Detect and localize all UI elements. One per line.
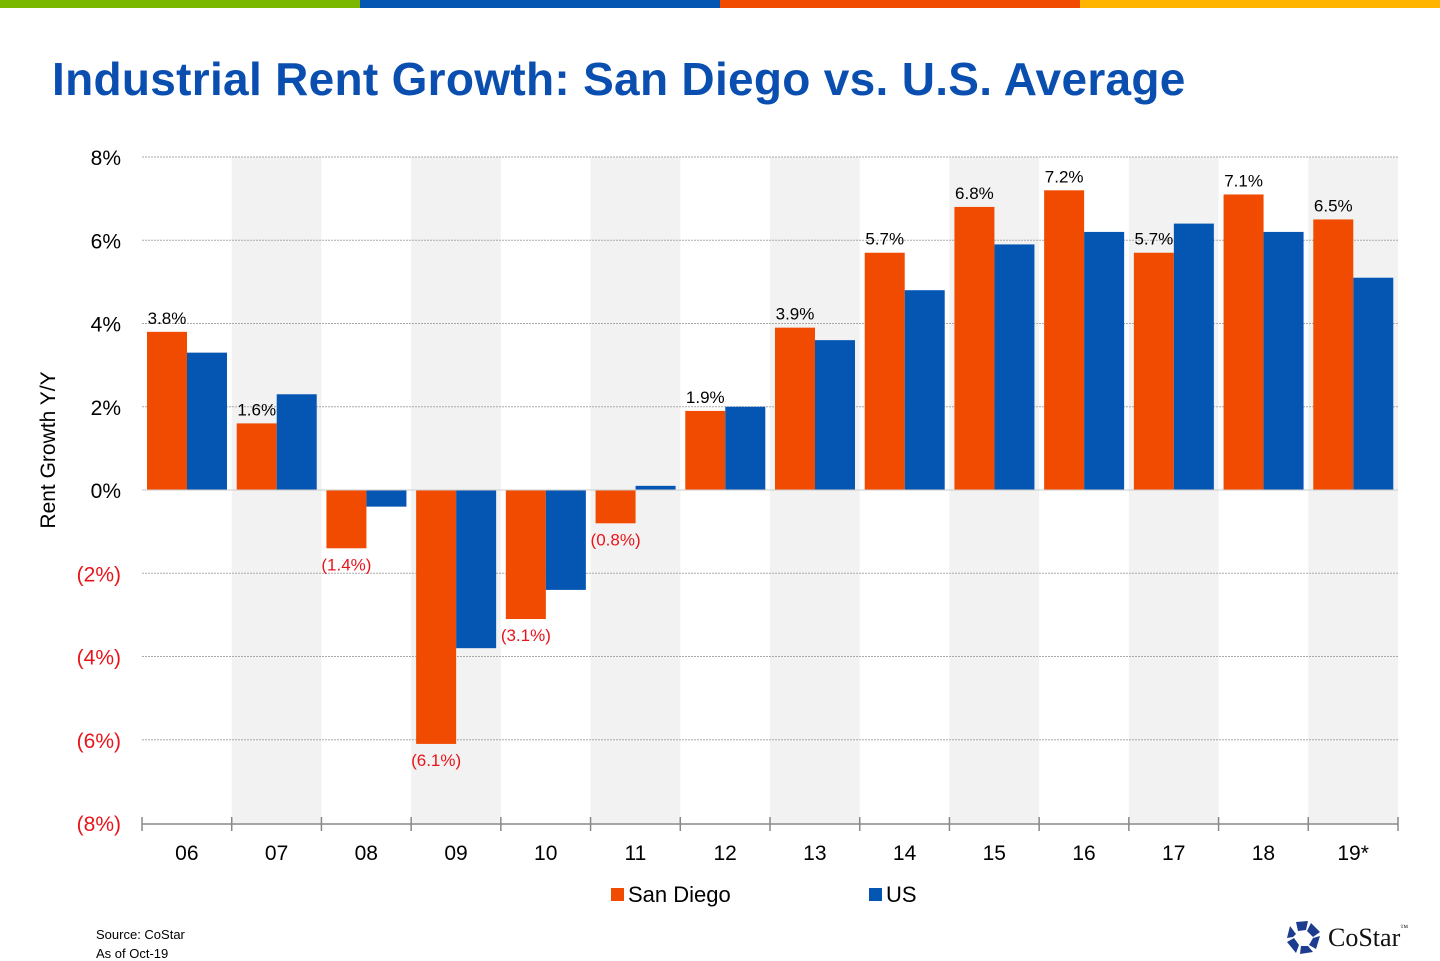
bar-us <box>904 290 945 490</box>
bar-us <box>1353 277 1394 490</box>
bar-us <box>994 244 1035 490</box>
data-label: 5.7% <box>1134 230 1173 249</box>
bar-san-diego <box>775 327 815 490</box>
x-tick-label: 13 <box>803 842 826 865</box>
x-tick-label: 12 <box>713 842 736 865</box>
as-of-note: As of Oct-19 <box>96 946 169 961</box>
data-label: (3.1%) <box>501 626 551 645</box>
data-label: 6.5% <box>1314 196 1353 215</box>
y-tick-label: (2%) <box>77 563 121 586</box>
y-tick-label: 0% <box>91 480 121 503</box>
data-label: 7.1% <box>1224 171 1263 190</box>
bar-us <box>1263 231 1304 491</box>
bar-us <box>545 490 586 590</box>
bar-san-diego <box>505 490 546 620</box>
bar-san-diego <box>236 423 277 490</box>
stripe-orange <box>720 0 1080 8</box>
bar-us <box>815 340 855 490</box>
legend-swatch <box>611 888 624 901</box>
bar-us <box>187 352 227 490</box>
stripe-yellow <box>1080 0 1440 8</box>
x-tick-label: 15 <box>983 842 1006 865</box>
stripe-blue <box>360 0 720 8</box>
bar-san-diego <box>954 206 995 490</box>
bar-san-diego <box>1133 252 1174 490</box>
y-tick-label: (8%) <box>77 813 121 836</box>
x-tick-label: 17 <box>1162 842 1185 865</box>
bar-san-diego <box>416 490 457 744</box>
data-label: 1.6% <box>237 400 276 419</box>
costar-logo: CoStar™ <box>1286 920 1408 956</box>
data-label: 7.2% <box>1045 167 1084 186</box>
y-tick-label: 8% <box>91 147 121 170</box>
data-label: 5.7% <box>865 230 904 249</box>
x-tick-label: 07 <box>265 842 288 865</box>
data-label: 1.9% <box>686 388 725 407</box>
data-label: (1.4%) <box>321 555 371 574</box>
bar-san-diego <box>1223 194 1264 490</box>
costar-logo-icon <box>1287 921 1320 954</box>
bar-us <box>366 490 407 507</box>
bar-us <box>1173 223 1214 490</box>
bar-san-diego <box>1313 219 1354 490</box>
bar-san-diego <box>1044 190 1085 491</box>
y-tick-label: (4%) <box>77 647 121 670</box>
bar-us <box>725 406 766 490</box>
data-label: 3.9% <box>776 305 815 324</box>
stripe-green <box>0 0 360 8</box>
x-tick-label: 14 <box>893 842 917 865</box>
bar-san-diego <box>864 252 905 490</box>
y-tick-label: 4% <box>91 314 121 337</box>
x-tick-label: 06 <box>175 842 198 865</box>
x-tick-label: 19* <box>1337 842 1369 865</box>
data-label: 3.8% <box>148 309 187 328</box>
bar-us <box>1084 231 1125 491</box>
x-tick-label: 11 <box>625 842 647 865</box>
legend-label: US <box>886 882 917 907</box>
bar-us <box>456 490 497 649</box>
data-label: (6.1%) <box>411 751 461 770</box>
bar-san-diego <box>147 331 187 490</box>
legend-label: San Diego <box>628 882 731 907</box>
legend-swatch <box>869 888 882 901</box>
data-label: 6.8% <box>955 184 994 203</box>
x-tick-label: 08 <box>355 842 378 865</box>
x-tick-label: 18 <box>1252 842 1275 865</box>
source-note: Source: CoStar <box>96 927 185 942</box>
y-tick-label: (6%) <box>77 730 121 753</box>
x-tick-label: 10 <box>534 842 557 865</box>
x-tick-label: 09 <box>444 842 467 865</box>
page-title: Industrial Rent Growth: San Diego vs. U.… <box>52 53 1186 105</box>
y-axis-label: Rent Growth Y/Y <box>37 371 60 528</box>
costar-logo-text: CoStar™ <box>1328 923 1409 952</box>
bar-san-diego <box>326 490 367 549</box>
y-tick-label: 6% <box>91 230 121 253</box>
bar-us <box>276 394 317 490</box>
x-tick-label: 16 <box>1072 842 1095 865</box>
bar-san-diego <box>595 490 636 524</box>
bar-us <box>635 485 676 490</box>
y-tick-label: 2% <box>91 397 121 420</box>
bar-san-diego <box>685 410 726 490</box>
data-label: (0.8%) <box>591 530 641 549</box>
